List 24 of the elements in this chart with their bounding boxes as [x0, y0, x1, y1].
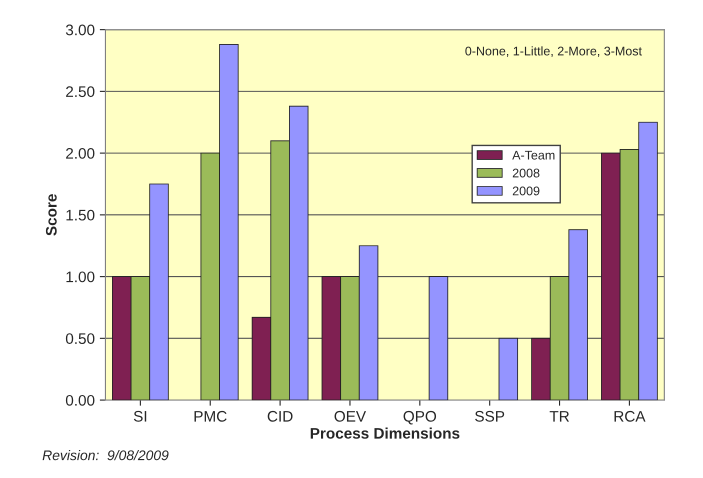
x-tick-label: CID [268, 410, 293, 422]
y-tick-label: 0.50 [66, 333, 94, 344]
y-tick-label: 3.00 [66, 24, 94, 36]
annotation: 0-None, 1-Little, 2-More, 3-Most [465, 46, 642, 57]
x-axis-title: Process Dimensions [310, 428, 460, 439]
legend-label: 2009 [512, 186, 540, 196]
x-tick-label: SSP [475, 410, 504, 422]
y-tick-label: 1.50 [66, 210, 94, 221]
y-tick-label: 1.00 [66, 271, 94, 282]
legend-label: 2008 [512, 168, 540, 178]
x-tick-label: OEV [334, 410, 366, 422]
x-tick-label: SI [134, 410, 146, 422]
bar [498, 338, 518, 400]
y-axis-title: Score [46, 194, 57, 236]
x-tick-label: TR [550, 411, 570, 422]
text: Revision: 9/08/2009 [42, 450, 169, 460]
x-tick-label: RCA [614, 410, 646, 422]
legend-label: A-Team [512, 150, 554, 160]
bar [428, 276, 448, 400]
y-tick-label: 2.00 [66, 148, 94, 159]
y-tick-label: 2.50 [66, 86, 94, 98]
y-tick-label: 0.00 [66, 394, 94, 406]
x-tick-label: QPO [404, 410, 436, 424]
x-tick-label: PMC [194, 410, 227, 422]
